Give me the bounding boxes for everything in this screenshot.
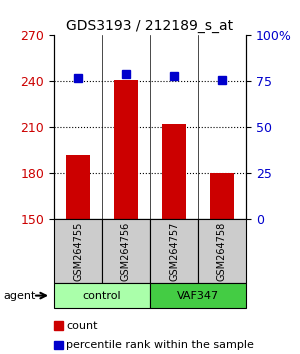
Title: GDS3193 / 212189_s_at: GDS3193 / 212189_s_at bbox=[66, 19, 234, 33]
Bar bbox=[114, 80, 138, 219]
Text: GSM264758: GSM264758 bbox=[217, 222, 227, 281]
Bar bbox=[66, 155, 90, 219]
Text: control: control bbox=[83, 291, 121, 301]
Bar bbox=[162, 124, 186, 219]
Text: GSM264755: GSM264755 bbox=[73, 222, 83, 281]
Text: agent: agent bbox=[3, 291, 35, 301]
Text: count: count bbox=[66, 321, 98, 331]
Text: GSM264757: GSM264757 bbox=[169, 222, 179, 281]
Bar bbox=[210, 173, 234, 219]
Text: GSM264756: GSM264756 bbox=[121, 222, 131, 281]
Text: VAF347: VAF347 bbox=[177, 291, 219, 301]
Text: percentile rank within the sample: percentile rank within the sample bbox=[66, 340, 254, 350]
